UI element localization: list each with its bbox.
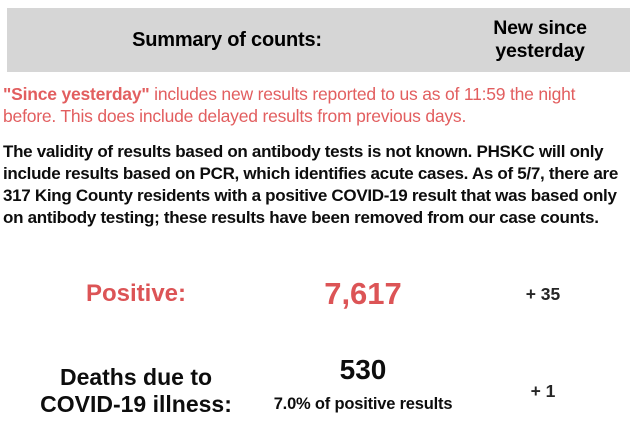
deaths-row: Deaths due to COVID-19 illness: 530 7.0%… bbox=[0, 352, 630, 430]
new-since-yesterday-header: New since yesterday bbox=[493, 17, 587, 62]
since-yesterday-note-lead: "Since yesterday" bbox=[3, 84, 150, 104]
table-header-bar: Summary of counts: New since yesterday bbox=[7, 8, 630, 72]
antibody-validity-note: The validity of results based on antibod… bbox=[3, 142, 618, 227]
deaths-label: Deaths due to COVID-19 illness: bbox=[40, 364, 232, 417]
since-yesterday-note-rest: includes new results reported to us as o… bbox=[3, 84, 576, 126]
deaths-percent-of-positive: 7.0% of positive results bbox=[273, 395, 453, 413]
positive-label: Positive: bbox=[85, 280, 187, 307]
deaths-value-cell: 530 7.0% of positive results bbox=[258, 352, 468, 433]
positive-new-since-yesterday: + 35 bbox=[525, 283, 561, 304]
positive-count: 7,617 bbox=[324, 276, 402, 311]
deaths-count: 530 bbox=[339, 354, 387, 385]
since-yesterday-note: "Since yesterday" includes new results r… bbox=[3, 84, 629, 127]
summary-of-counts-header: Summary of counts: bbox=[132, 28, 322, 51]
deaths-new-since-yesterday: + 1 bbox=[530, 380, 556, 401]
positive-row: Positive: 7,617 + 35 bbox=[0, 272, 630, 316]
